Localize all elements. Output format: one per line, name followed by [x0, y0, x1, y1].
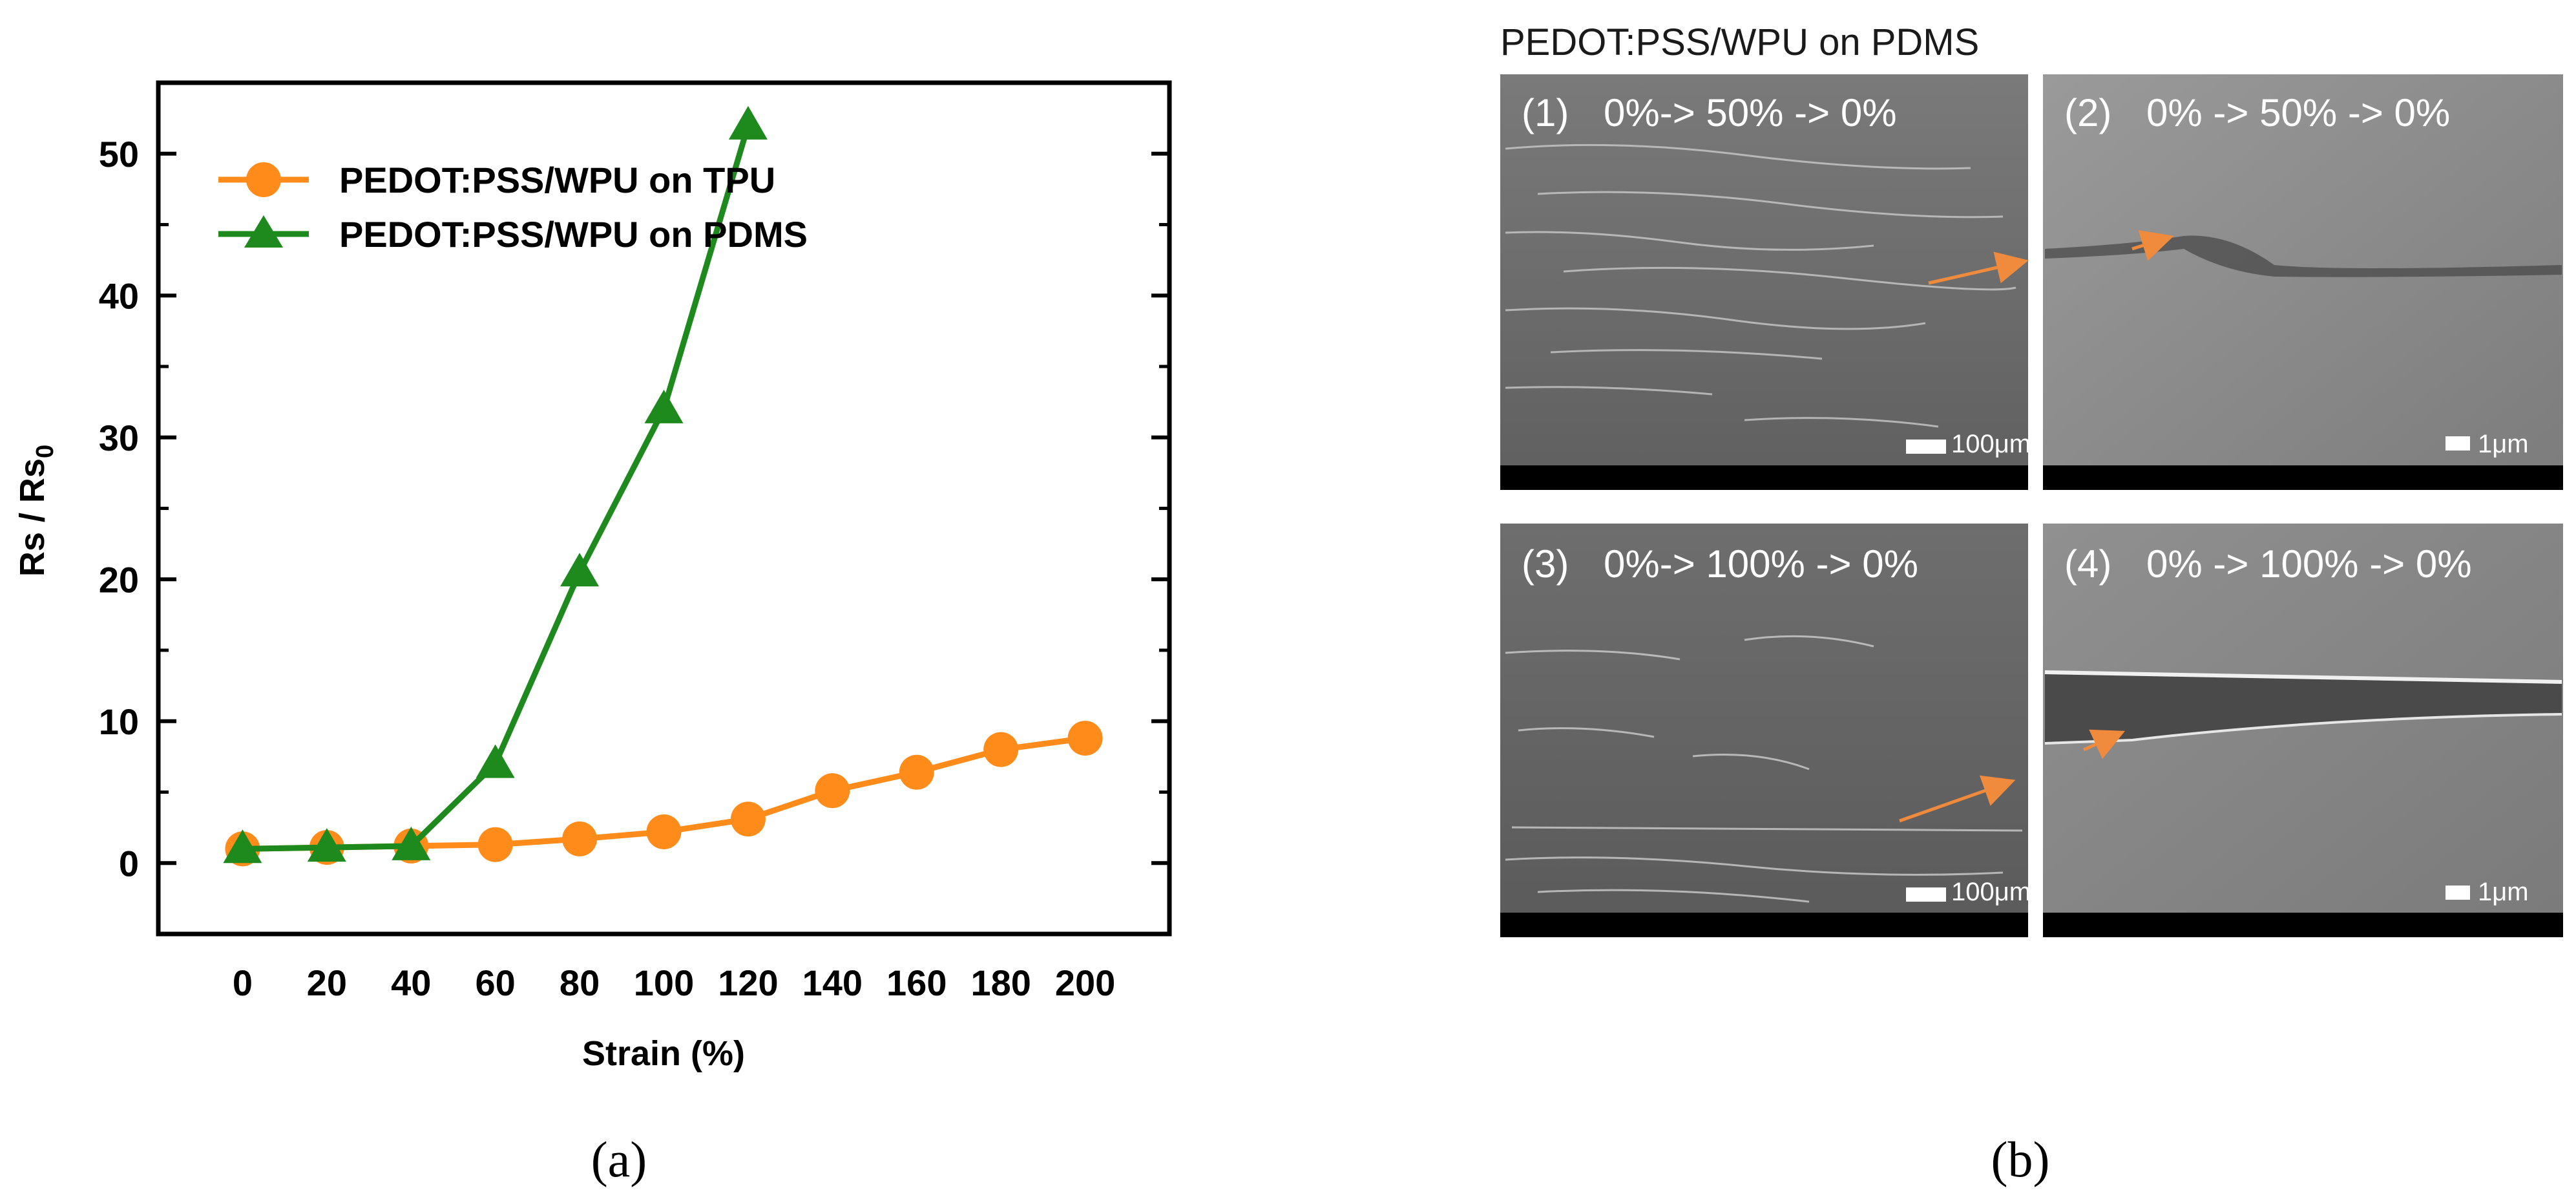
series-0-point: [899, 754, 934, 790]
y-tick-label: 40: [99, 275, 139, 316]
caption-a: (a): [591, 1131, 647, 1187]
series-layer: [223, 105, 1103, 867]
y-tick-label: 50: [99, 134, 139, 175]
caption-b: (b): [1991, 1131, 2050, 1187]
series-0-point: [477, 827, 513, 862]
sem-image-1-strain: 0%-> 50% -> 0%: [1604, 91, 1897, 134]
series-0-point: [1067, 721, 1103, 756]
x-tick-label: 120: [718, 962, 778, 1003]
sem-image-1-label: (1): [1522, 91, 1569, 134]
series-1-point: [392, 826, 431, 860]
legend-label-tpu: PEDOT:PSS/WPU on TPU: [339, 160, 775, 200]
sem-image-3-strain: 0%-> 100% -> 0%: [1604, 542, 1918, 586]
sem-image-1-scale: 100μm: [1951, 430, 2031, 458]
series-0-point: [562, 821, 598, 856]
series-1-point: [476, 744, 515, 778]
x-tick-label: 60: [476, 962, 516, 1003]
y-axis-ticks: [158, 151, 1169, 865]
series-0-point: [646, 814, 682, 849]
sem-image-3: (3) 0%-> 100% -> 0% 100μm: [1500, 524, 2031, 937]
y-tick-label: 0: [119, 843, 139, 884]
series-1-point: [223, 829, 262, 864]
x-tick-label: 160: [886, 962, 947, 1003]
x-tick-label: 140: [802, 962, 863, 1003]
y-axis-tick-labels: 0 10 20 30 40 50: [99, 134, 139, 884]
series-1-point: [728, 105, 768, 140]
x-tick-label: 200: [1055, 962, 1115, 1003]
sem-image-2-label: (2): [2064, 91, 2111, 134]
x-axis-label: Strain (%): [582, 1034, 745, 1073]
y-tick-label: 10: [99, 701, 139, 742]
x-tick-label: 100: [634, 962, 694, 1003]
legend-marker-pdms: [244, 215, 283, 248]
legend: PEDOT:PSS/WPU on TPU PEDOT:PSS/WPU on PD…: [218, 160, 808, 255]
plot-frame: [156, 80, 1172, 937]
sem-image-3-label: (3): [1522, 542, 1569, 586]
y-axis-label: Rs / Rs0: [13, 445, 59, 577]
series-0-point: [815, 773, 850, 809]
y-tick-label: 20: [99, 559, 139, 600]
series-0-point: [730, 801, 766, 837]
y-tick-label: 30: [99, 418, 139, 458]
sem-image-3-scale: 100μm: [1951, 878, 2031, 906]
sem-image-4: (4) 0% -> 100% -> 0% 1μm: [2043, 524, 2563, 937]
series-0-point: [983, 732, 1019, 767]
sem-panel: PEDOT:PSS/WPU on PDMS (1) 0%-> 50% -> 0%…: [1500, 21, 2563, 1187]
sem-image-1: (1) 0%-> 50% -> 0% 100μm: [1500, 74, 2031, 490]
series-1-point: [307, 828, 346, 862]
x-axis-tick-labels: 0 20 40 60 80 100 120 140 160 180 200: [233, 962, 1115, 1003]
x-tick-label: 20: [307, 962, 347, 1003]
sem-image-2: (2) 0% -> 50% -> 0% 1μm: [2043, 74, 2563, 490]
sem-image-4-label: (4): [2064, 542, 2111, 586]
x-tick-label: 0: [233, 962, 253, 1003]
sem-panel-title: PEDOT:PSS/WPU on PDMS: [1500, 21, 1979, 63]
series-1-point: [644, 389, 684, 423]
series-1-point: [560, 553, 600, 587]
sem-image-4-scale: 1μm: [2478, 878, 2529, 906]
x-tick-label: 40: [391, 962, 431, 1003]
sem-image-2-strain: 0% -> 50% -> 0%: [2146, 91, 2450, 134]
x-tick-label: 80: [560, 962, 600, 1003]
legend-label-pdms: PEDOT:PSS/WPU on PDMS: [339, 214, 808, 255]
legend-marker-tpu: [246, 162, 281, 197]
x-tick-label: 180: [970, 962, 1031, 1003]
sem-image-2-scale: 1μm: [2478, 430, 2529, 458]
sem-image-4-strain: 0% -> 100% -> 0%: [2146, 542, 2472, 586]
